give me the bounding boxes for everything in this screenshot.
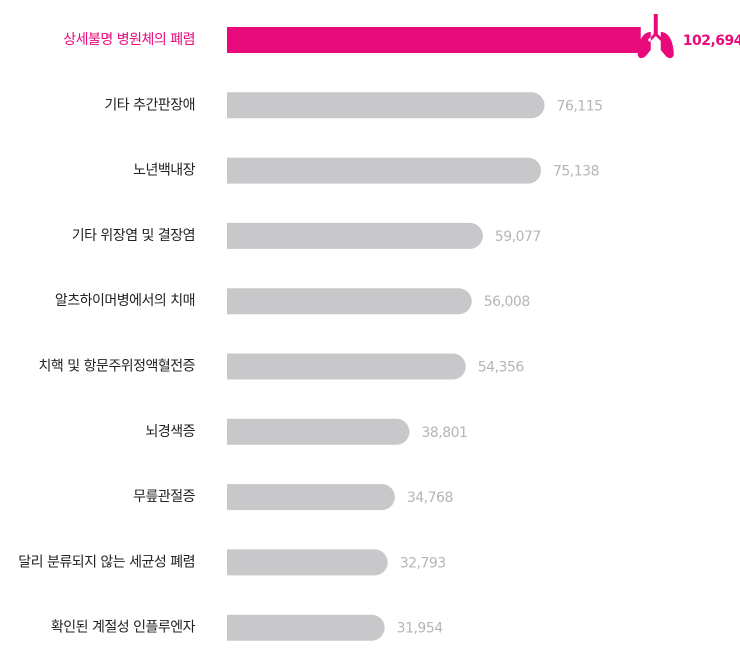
category-label: 노년백내장 <box>133 163 196 179</box>
value-label: 76,115 <box>557 98 603 114</box>
value-label: 102,694 <box>683 33 740 49</box>
lungs-icon <box>637 14 674 59</box>
bar <box>227 27 641 53</box>
value-label: 34,768 <box>407 490 453 506</box>
category-label: 확인된 계절성 인플루엔자 <box>51 620 196 636</box>
value-label: 31,954 <box>397 621 444 637</box>
category-label: 달리 분류되지 않는 세균성 폐렴 <box>18 554 195 570</box>
category-label: 치핵 및 항문주위정액혈전증 <box>39 359 196 375</box>
category-label: 상세불명 병원체의 폐렴 <box>63 32 195 48</box>
category-label: 알츠하이머병에서의 치매 <box>55 293 195 309</box>
category-label: 무릎관절증 <box>133 489 196 505</box>
value-label: 75,138 <box>553 164 599 180</box>
value-label: 54,356 <box>478 360 525 376</box>
bar <box>227 614 385 641</box>
bar <box>227 484 395 511</box>
value-label: 32,793 <box>400 555 446 571</box>
bar <box>227 92 545 119</box>
category-label: 기타 위장염 및 결장염 <box>72 228 195 244</box>
bar <box>227 549 388 576</box>
bar <box>227 222 483 249</box>
category-label: 뇌경색증 <box>145 424 195 440</box>
value-label: 56,008 <box>484 294 530 310</box>
bar <box>227 418 410 445</box>
category-label: 기타 추간판장애 <box>104 97 195 113</box>
value-label: 59,077 <box>495 229 541 245</box>
bar <box>227 157 541 184</box>
value-label: 38,801 <box>421 425 467 441</box>
lungs-shape <box>637 14 674 59</box>
bar <box>227 288 472 315</box>
bar <box>227 353 466 380</box>
